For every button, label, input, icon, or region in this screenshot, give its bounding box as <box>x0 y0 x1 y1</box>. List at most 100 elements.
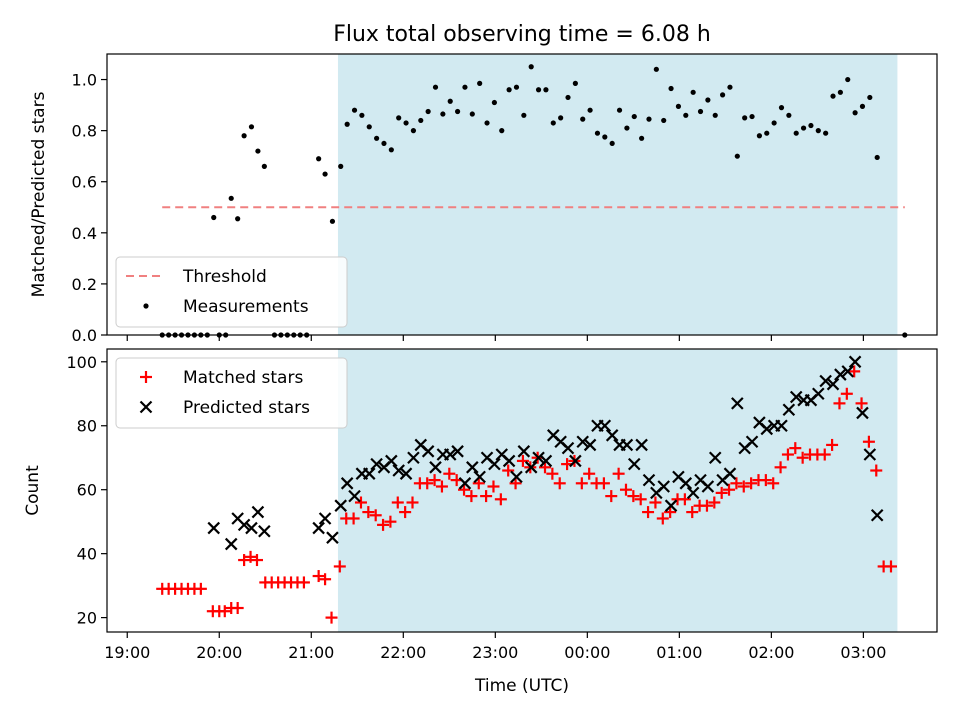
matched-star-point <box>494 493 507 506</box>
matched-star-point <box>435 480 448 493</box>
count-plot-frame <box>106 348 938 633</box>
legend-marker <box>139 400 153 414</box>
predicted-star-point <box>451 445 464 458</box>
matched-star-point <box>406 496 419 509</box>
predicted-star-point <box>561 441 575 455</box>
measurement-point <box>727 84 733 90</box>
measurement-point <box>344 121 350 127</box>
y-tick-label: 0.8 <box>72 122 97 141</box>
matched-star-point <box>774 461 787 474</box>
measurement-point <box>602 134 608 140</box>
measurement-point <box>572 80 578 86</box>
measurement-point <box>808 122 814 129</box>
measurement-point <box>830 93 836 99</box>
x-tick-label: 01:00 <box>656 643 702 662</box>
measurement-point <box>432 84 439 90</box>
observing-band <box>337 54 898 335</box>
matched-star-point <box>231 602 244 615</box>
matched-star-point <box>833 397 846 410</box>
measurement-point <box>447 98 453 104</box>
measurement-point <box>543 87 549 93</box>
measurement-point <box>859 103 866 109</box>
measurement-point <box>874 154 880 161</box>
measurement-point <box>462 84 468 90</box>
matched-star-point <box>597 477 610 490</box>
x-tick-label: 21:00 <box>288 643 334 662</box>
y-tick-label: 0.0 <box>72 326 97 345</box>
measurement-point <box>786 112 792 118</box>
matched-star-point <box>619 483 632 496</box>
predicted-star-point <box>539 454 553 468</box>
predicted-star-point <box>502 454 516 468</box>
matched-star-point <box>369 509 382 522</box>
measurement-point <box>661 117 667 124</box>
predicted-star-point <box>312 521 325 535</box>
measurement-point <box>440 111 446 117</box>
y-tick-label: 0.2 <box>72 275 97 294</box>
predicted-star-point <box>473 470 486 484</box>
measurement-point <box>646 116 652 122</box>
legend-label: Threshold <box>182 267 267 287</box>
matched-star-point <box>354 496 367 509</box>
measurement-point <box>477 80 483 86</box>
predicted-star-point <box>627 457 641 471</box>
measurement-point <box>565 94 571 101</box>
predicted-star-point <box>524 461 538 474</box>
matched-star-point <box>723 483 736 496</box>
measurement-point <box>491 99 497 106</box>
predicted-star-point <box>789 390 803 404</box>
measurement-point <box>624 125 630 131</box>
matched-star-point <box>678 493 691 506</box>
predicted-star-point <box>664 499 678 512</box>
measurement-point <box>639 135 645 141</box>
matched-star-point <box>789 442 802 455</box>
matched-star-point <box>649 496 662 509</box>
measurement-point <box>425 108 431 115</box>
predicted-star-point <box>745 435 759 449</box>
measurement-point <box>410 128 417 134</box>
count-x-ticks: 19:00 20:00 21:00 22:00 23:00 00:00 01:00 02:00… <box>104 632 886 662</box>
predicted-star-point <box>510 470 523 484</box>
measurement-point <box>683 112 689 118</box>
predicted-star-point <box>605 429 619 442</box>
predicted-star-point <box>642 473 656 487</box>
measurement-point <box>845 76 851 83</box>
y-tick-label: 1.0 <box>72 71 97 90</box>
matched-star-point <box>391 496 404 509</box>
x-tick-label: 20:00 <box>196 643 242 662</box>
x-tick-label: 02:00 <box>748 643 794 662</box>
matched-star-point <box>399 506 412 519</box>
predicted-star-point <box>863 448 877 461</box>
legend-marker <box>140 371 152 383</box>
measurement-point <box>403 120 409 126</box>
predicted-star-point <box>458 477 472 490</box>
measurement-point <box>499 128 505 134</box>
matched-star-point <box>642 506 655 519</box>
predicted-star-point <box>812 387 825 401</box>
predicted-star-point <box>657 480 670 493</box>
matched-star-point <box>238 554 251 567</box>
ratio-legend: Threshold Measurements <box>115 256 348 328</box>
predicted-star-point <box>760 422 774 436</box>
matched-star-point <box>312 570 325 583</box>
measurement-point <box>852 110 858 116</box>
matched-star-point <box>319 573 332 586</box>
predicted-star-point <box>782 403 796 417</box>
measurement-point <box>609 140 615 147</box>
predicted-star-point <box>245 521 258 535</box>
predicted-star-point <box>340 477 354 490</box>
predicted-star-point <box>569 454 582 468</box>
measurement-point <box>329 218 336 224</box>
matched-star-point <box>745 477 758 490</box>
predicted-star-point <box>870 509 884 522</box>
measurement-point <box>338 163 344 169</box>
matched-star-point <box>715 486 728 499</box>
measurement-point <box>771 120 777 126</box>
y-tick-label: 60 <box>77 481 97 500</box>
predicted-star-point <box>819 374 832 388</box>
measurement-point <box>381 140 387 147</box>
matched-star-point <box>428 474 441 487</box>
measurement-point <box>235 216 241 222</box>
measurement-point <box>241 133 247 139</box>
